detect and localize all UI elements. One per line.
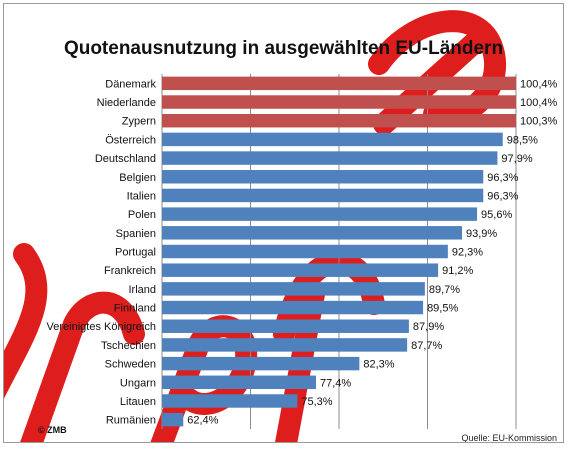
bar — [162, 356, 360, 371]
category-label: Portugal — [115, 247, 156, 259]
value-label: 87,7% — [411, 340, 442, 352]
bar — [162, 207, 478, 221]
value-label: 87,9% — [413, 321, 444, 333]
bar — [162, 282, 425, 296]
value-label: 93,9% — [466, 228, 497, 240]
bar — [162, 394, 298, 408]
category-label: Niederlande — [97, 97, 156, 109]
category-label: Ungarn — [120, 377, 156, 389]
bar — [162, 244, 448, 259]
category-label: Schweden — [105, 359, 156, 371]
category-label: Polen — [128, 209, 156, 221]
category-label: Belgien — [119, 172, 156, 184]
bar — [162, 300, 424, 315]
value-label: 62,4% — [187, 415, 218, 427]
category-label: Finnland — [114, 303, 156, 315]
chart-frame: Dänemark 100,4% Niederlande 100,4% Zypern 100… — [3, 3, 564, 443]
value-label: 97,9% — [501, 153, 532, 165]
source-note: Quelle: EU-Kommission — [461, 433, 557, 443]
bar-chart: Dänemark 100,4% Niederlande 100,4% Zypern 100… — [47, 74, 558, 429]
bar — [162, 170, 484, 184]
copyright-note: © ZMB — [38, 425, 67, 435]
value-label: 89,7% — [429, 284, 460, 296]
category-label: Zypern — [122, 116, 156, 128]
category-label: Litauen — [120, 396, 156, 408]
bar — [162, 113, 516, 128]
value-label: 100,4% — [520, 78, 558, 90]
category-label: Frankreich — [104, 265, 156, 277]
bar — [162, 95, 516, 109]
category-label: Italien — [127, 190, 156, 202]
value-label: 100,3% — [520, 116, 558, 128]
value-label: 95,6% — [481, 209, 512, 221]
bar — [162, 412, 184, 427]
value-label: 100,4% — [520, 97, 558, 109]
bar — [162, 263, 439, 277]
value-label: 75,3% — [301, 396, 332, 408]
category-label: Deutschland — [95, 153, 156, 165]
value-label: 98,5% — [507, 134, 538, 146]
category-label: Rumänien — [106, 415, 156, 427]
bar — [162, 76, 516, 91]
bar — [162, 132, 503, 147]
category-label: Vereinigtes Königreich — [47, 321, 156, 333]
bar — [162, 375, 316, 390]
value-label: 92,3% — [452, 247, 483, 259]
bar — [162, 319, 409, 333]
value-label: 96,3% — [487, 190, 518, 202]
category-label: Tschechien — [101, 340, 156, 352]
category-label: Dänemark — [105, 78, 156, 90]
value-label: 91,2% — [442, 265, 473, 277]
bar — [162, 338, 408, 352]
value-label: 82,3% — [363, 359, 394, 371]
value-label: 96,3% — [487, 172, 518, 184]
category-label: Irland — [128, 284, 156, 296]
bar — [162, 151, 498, 165]
bar — [162, 188, 484, 203]
chart-title: Quotenausnutzung in ausgewählten EU-Länd… — [63, 38, 504, 59]
category-label: Österreich — [105, 134, 156, 146]
bar — [162, 226, 463, 240]
value-label: 77,4% — [320, 377, 351, 389]
value-label: 89,5% — [427, 303, 458, 315]
category-label: Spanien — [116, 228, 156, 240]
